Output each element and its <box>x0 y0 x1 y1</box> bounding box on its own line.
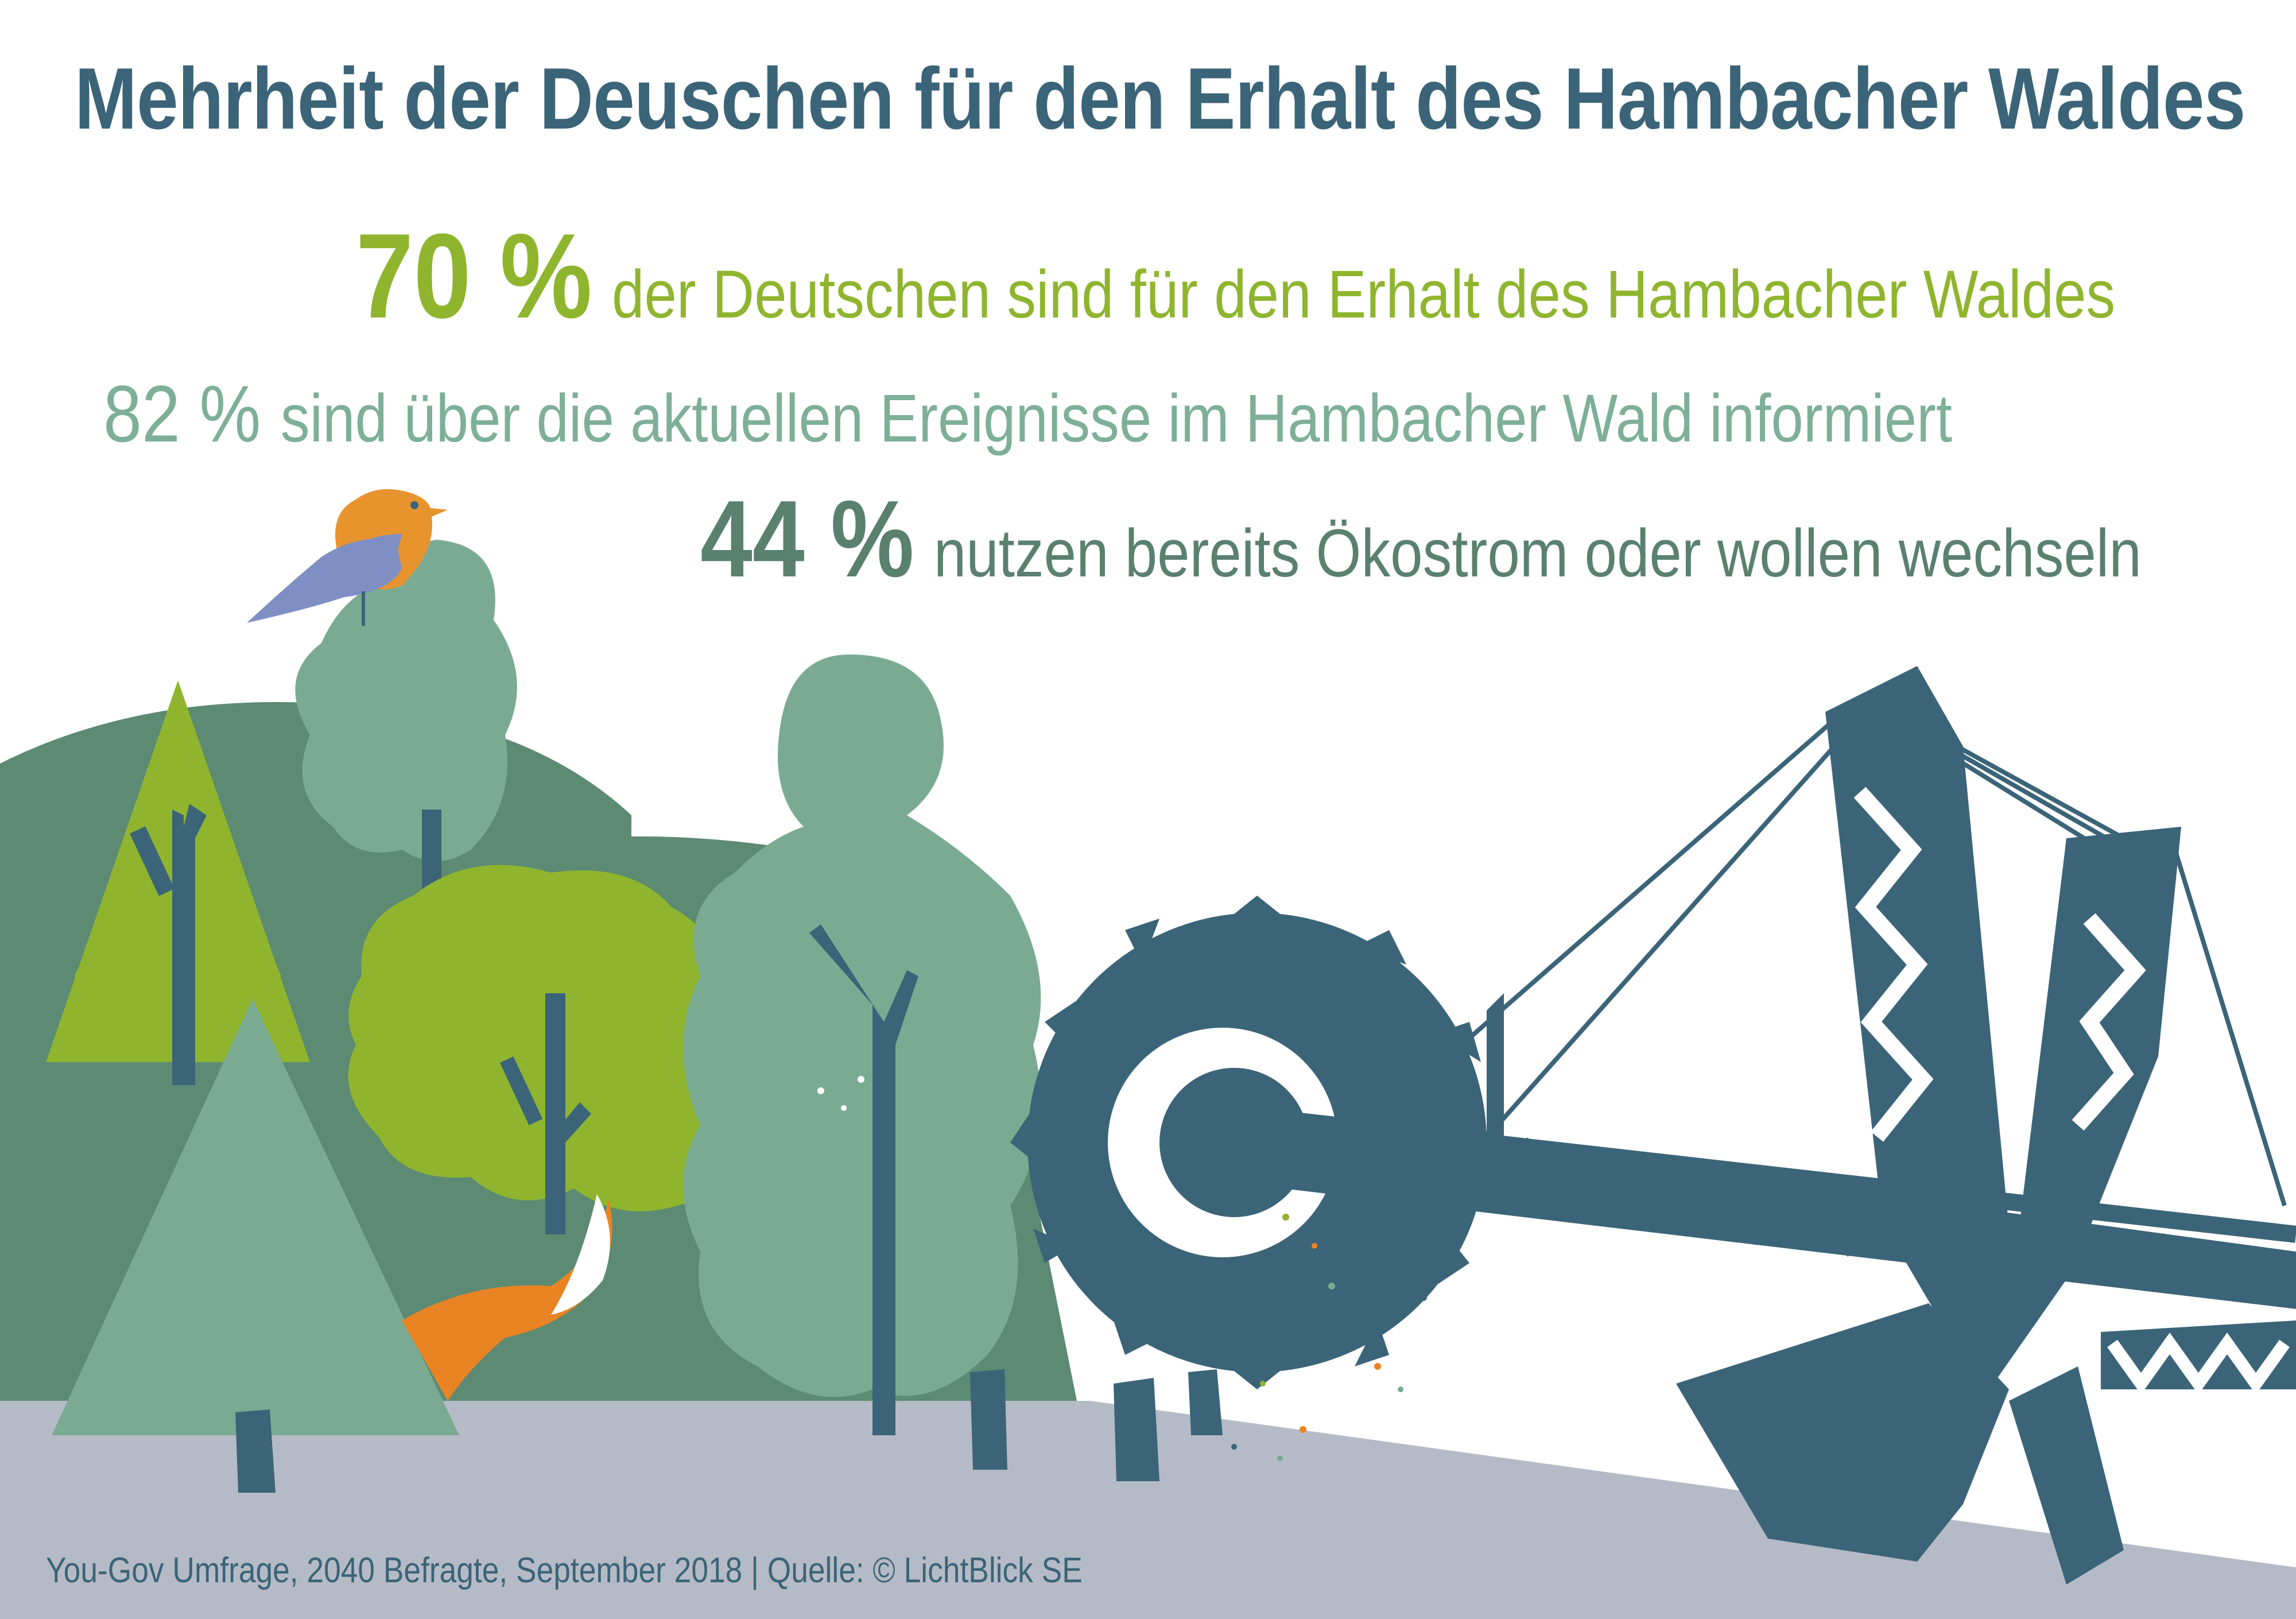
fox-icon <box>402 1194 612 1401</box>
ground <box>0 1401 2296 1619</box>
bush <box>348 865 739 1234</box>
stat-percent: 82 % <box>103 369 261 459</box>
bucket-wheel-excavator-icon <box>1010 666 2296 1585</box>
source-note: You-Gov Umfrage, 2040 Befragte, Septembe… <box>46 1551 1083 1590</box>
stat-label: nutzen bereits Ökostrom oder wollen wech… <box>933 516 2142 591</box>
stat-row: 44 % nutzen bereits Ökostrom oder wollen… <box>700 477 2142 602</box>
dust-particles <box>817 1076 1427 1461</box>
pine-tree-icon <box>52 999 459 1493</box>
stat-label: sind über die aktuellen Ereignisse im Ha… <box>280 381 1953 456</box>
stat-label: der Deutschen sind für den Erhalt des Ha… <box>612 257 2116 332</box>
tree-stump-icon <box>970 1369 1223 1481</box>
stat-row: 82 % sind über die aktuellen Ereignisse … <box>103 367 1952 460</box>
deciduous-tree-icon <box>683 654 1041 1435</box>
stat-percent: 44 % <box>700 478 914 600</box>
bird-icon <box>247 489 448 626</box>
page-title: Mehrheit der Deuschen für den Erhalt des… <box>75 50 2245 148</box>
stat-percent: 70 % <box>356 208 592 343</box>
stat-row: 70 % der Deutschen sind für den Erhalt d… <box>356 207 2115 346</box>
pine-tree-icon <box>46 680 310 1085</box>
